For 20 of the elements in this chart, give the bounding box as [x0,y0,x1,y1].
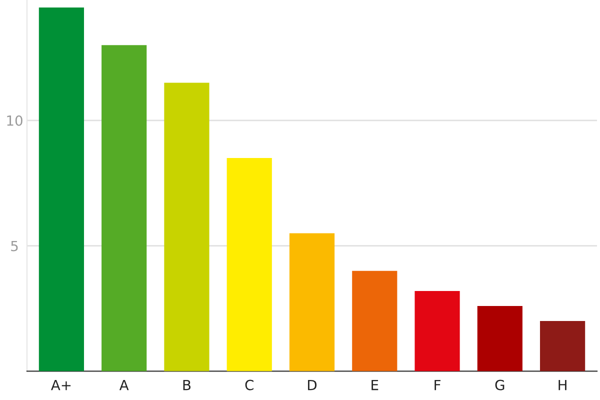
x-tick-label: G [495,380,504,390]
bar [352,270,398,372]
y-tick-label: 5 [11,240,18,252]
x-tick-label: C [245,380,254,390]
bar [414,290,460,372]
x-tick-label: E [372,380,378,390]
y-tick-label: 10 [7,115,22,126]
bar [226,158,272,372]
x-tick-label: D [308,380,317,390]
bar [477,306,522,372]
x-tick-label: F [434,380,440,390]
x-tick-label: A+ [50,380,71,390]
bar [289,233,335,372]
bar [540,321,586,372]
x-tick-label: B [183,380,191,390]
x-tick-label: A [119,380,129,390]
x-tick-label: H [558,380,566,390]
bar [164,82,210,372]
bar [38,8,84,372]
bar [102,45,147,372]
